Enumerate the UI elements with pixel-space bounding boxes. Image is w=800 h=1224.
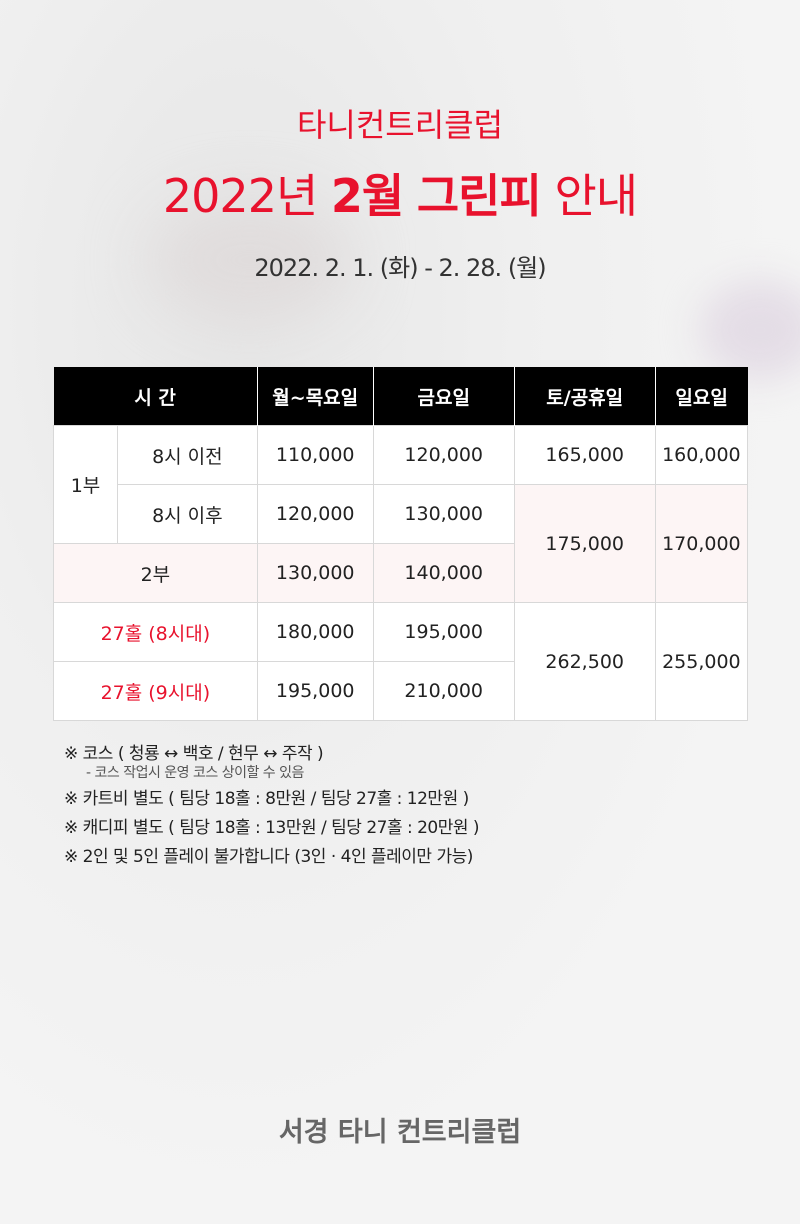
table-row: 2부 130,000 140,000	[53, 543, 748, 603]
price-cell: 255,000	[654, 602, 749, 721]
title-month: 2월	[330, 169, 404, 223]
price-cell: 165,000	[513, 425, 656, 485]
page-title: 2022년 2월 그린피 안내	[0, 160, 800, 226]
club-name: 타니컨트리클럽	[296, 106, 504, 144]
price-cell: 160,000	[654, 425, 749, 485]
footer-club-name: 서경 타니 컨트리클럽	[278, 1117, 522, 1148]
price-cell: 130,000	[256, 543, 374, 603]
price-cell: 170,000	[654, 484, 749, 603]
period: 2022. 2. 1. (화) - 2. 28. (월)	[254, 254, 546, 282]
price-cell: 175,000	[513, 484, 656, 603]
header-sun: 일요일	[654, 367, 748, 426]
title-end: 안내	[554, 169, 638, 223]
title-fee: 그린피	[416, 169, 542, 223]
slot-cell: 27홀 (9시대)	[53, 661, 258, 721]
part-cell: 2부	[53, 543, 258, 603]
green-fee-table: 시 간 월~목요일 금요일 토/공휴일 일요일 1부 8시 이전 110,000…	[53, 367, 749, 721]
note-caddie: ※ 캐디피 별도 ( 팀당 18홀 : 13만원 / 팀당 27홀 : 20만원…	[64, 818, 480, 838]
price-cell: 180,000	[256, 602, 374, 662]
background-blur	[700, 280, 800, 380]
table-row: 8시 이후 120,000 130,000 175,000 170,000	[54, 484, 749, 603]
slot-cell: 27홀 (8시대)	[53, 602, 258, 662]
price-cell: 110,000	[256, 425, 374, 485]
price-cell: 262,500	[513, 602, 656, 721]
note-cart: ※ 카트비 별도 ( 팀당 18홀 : 8만원 / 팀당 27홀 : 12만원 …	[64, 789, 469, 809]
part-cell: 1부	[53, 425, 118, 544]
price-cell: 195,000	[372, 602, 515, 662]
title-year: 2022년	[162, 169, 318, 223]
price-cell: 195,000	[256, 661, 374, 721]
table-row: 1부 8시 이전 110,000 120,000 165,000 160,000	[53, 425, 749, 544]
note-course: ※ 코스 ( 청룡 ↔ 백호 / 현무 ↔ 주작 )	[64, 744, 324, 764]
header-time: 시 간	[53, 367, 258, 426]
header-sat: 토/공휴일	[513, 367, 656, 426]
header-fri: 금요일	[372, 367, 515, 426]
header-mon-thu: 월~목요일	[256, 367, 374, 426]
price-cell: 140,000	[372, 543, 515, 603]
note-course-detail: - 코스 작업시 운영 코스 상이할 수 있음	[86, 765, 304, 781]
price-cell: 210,000	[372, 661, 515, 721]
price-cell: 120,000	[256, 484, 374, 544]
table-row: 27홀 (8시대) 180,000 195,000 262,500 255,00…	[53, 602, 749, 721]
table-header: 시 간 월~목요일 금요일 토/공휴일 일요일	[53, 367, 748, 426]
price-cell: 130,000	[372, 484, 515, 544]
table-row: 27홀 (9시대) 195,000 210,000	[53, 661, 748, 721]
slot-cell: 8시 이전	[117, 425, 258, 485]
price-cell: 120,000	[372, 425, 515, 485]
notes: ※ 코스 ( 청룡 ↔ 백호 / 현무 ↔ 주작 ) - 코스 작업시 운영 코…	[64, 740, 480, 872]
background-blur	[150, 200, 350, 320]
slot-cell: 8시 이후	[117, 484, 258, 544]
note-players: ※ 2인 및 5인 플레이 불가합니다 (3인 · 4인 플레이만 가능)	[64, 847, 473, 867]
